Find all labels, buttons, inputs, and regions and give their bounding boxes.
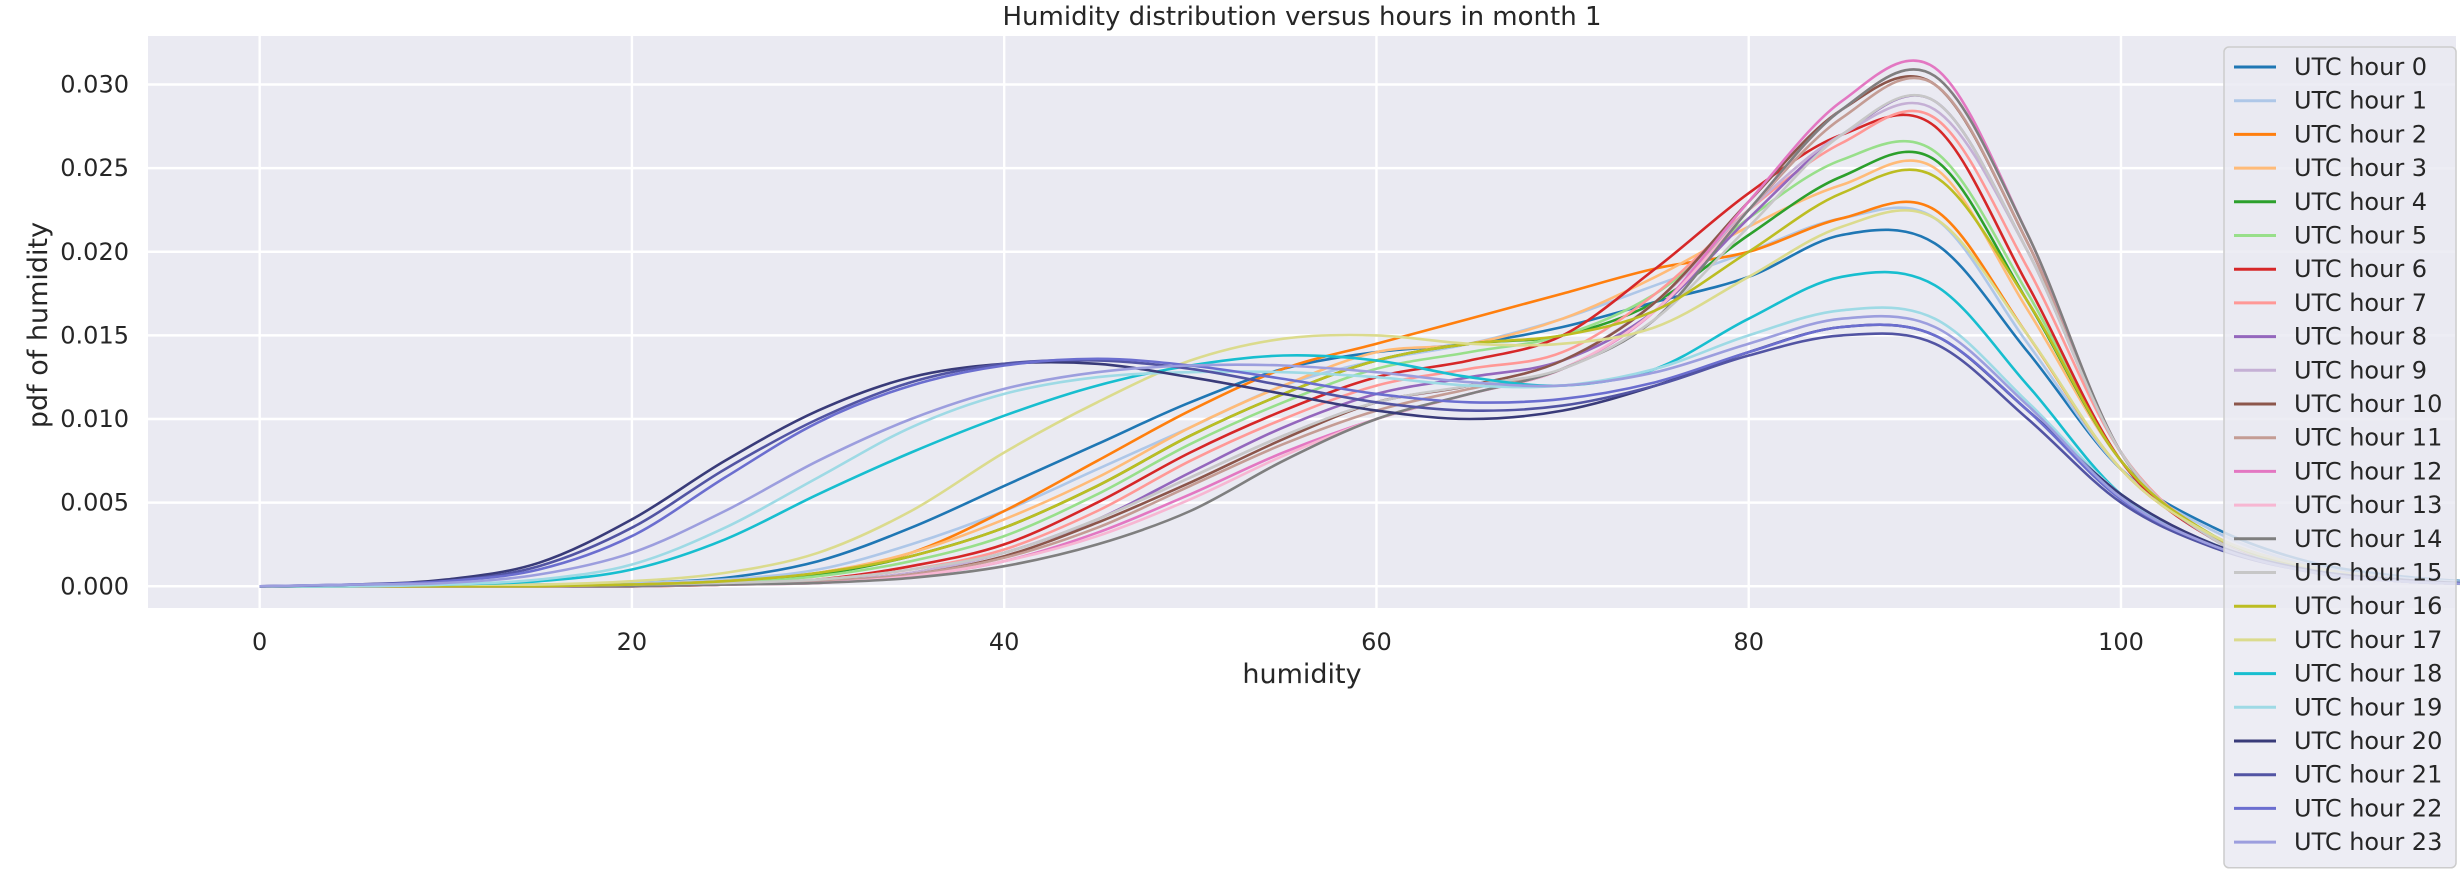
series-lines <box>259 59 2460 588</box>
legend-entry: UTC hour 4 <box>2294 188 2427 216</box>
legend-entry: UTC hour 0 <box>2294 53 2427 81</box>
series-line-hour-22 <box>259 323 2460 588</box>
legend-entry: UTC hour 21 <box>2294 761 2442 789</box>
series-line-hour-23 <box>259 314 2460 588</box>
x-tick-label: 20 <box>617 628 648 656</box>
series-line-hour-17 <box>259 209 2460 588</box>
x-tick-labels: 0 20 40 60 80 100 <box>252 628 2144 656</box>
legend-entry: UTC hour 3 <box>2294 154 2427 182</box>
chart-title: Humidity distribution versus hours in mo… <box>1002 2 1601 32</box>
legend-entry: UTC hour 19 <box>2294 693 2442 721</box>
series-line-hour-16 <box>259 168 2460 588</box>
legend-entry: UTC hour 22 <box>2294 794 2442 822</box>
legend-entry: UTC hour 17 <box>2294 626 2442 654</box>
legend-entry: UTC hour 8 <box>2294 323 2427 351</box>
legend-entry: UTC hour 5 <box>2294 222 2427 250</box>
legend-entry: UTC hour 1 <box>2294 87 2427 115</box>
y-tick-labels: 0.000 0.005 0.010 0.015 0.020 0.025 0.030 <box>60 71 129 601</box>
legend-entry: UTC hour 11 <box>2294 424 2442 452</box>
y-tick-label: 0.000 <box>60 572 129 600</box>
x-axis-label: humidity <box>1242 659 1361 690</box>
legend-entry: UTC hour 18 <box>2294 660 2442 688</box>
plot-area <box>148 36 2456 608</box>
y-tick-label: 0.005 <box>60 489 129 517</box>
y-tick-label: 0.010 <box>60 405 129 433</box>
y-tick-label: 0.020 <box>60 238 129 266</box>
y-tick-label: 0.030 <box>60 71 129 99</box>
legend-entry: UTC hour 7 <box>2294 289 2427 317</box>
legend-entry: UTC hour 16 <box>2294 592 2442 620</box>
y-tick-label: 0.015 <box>60 321 129 349</box>
legend-entry: UTC hour 23 <box>2294 828 2442 856</box>
legend-box <box>2223 46 2457 869</box>
y-tick-label: 0.025 <box>60 154 129 182</box>
x-tick-label: 60 <box>1361 628 1392 656</box>
legend-entry: UTC hour 9 <box>2294 356 2427 384</box>
legend-entry: UTC hour 20 <box>2294 727 2442 755</box>
legend-entry: UTC hour 12 <box>2294 457 2442 485</box>
x-tick-label: 0 <box>252 628 267 656</box>
series-line-hour-20 <box>259 323 2460 588</box>
legend-entry: UTC hour 10 <box>2294 390 2442 418</box>
series-line-hour-21 <box>259 332 2460 588</box>
legend-entry: UTC hour 13 <box>2294 491 2442 519</box>
legend-entry: UTC hour 15 <box>2294 559 2442 587</box>
legend-entry: UTC hour 6 <box>2294 255 2427 283</box>
x-tick-label: 100 <box>2098 628 2144 656</box>
x-tick-label: 80 <box>1733 628 1764 656</box>
x-tick-label: 40 <box>989 628 1020 656</box>
legend-entry: UTC hour 14 <box>2294 525 2442 553</box>
legend-entry: UTC hour 2 <box>2294 120 2427 148</box>
y-axis-label: pdf of humidity <box>23 222 54 428</box>
legend: UTC hour 0 UTC hour 1 UTC hour 2 UTC hour 3… <box>2223 46 2457 869</box>
